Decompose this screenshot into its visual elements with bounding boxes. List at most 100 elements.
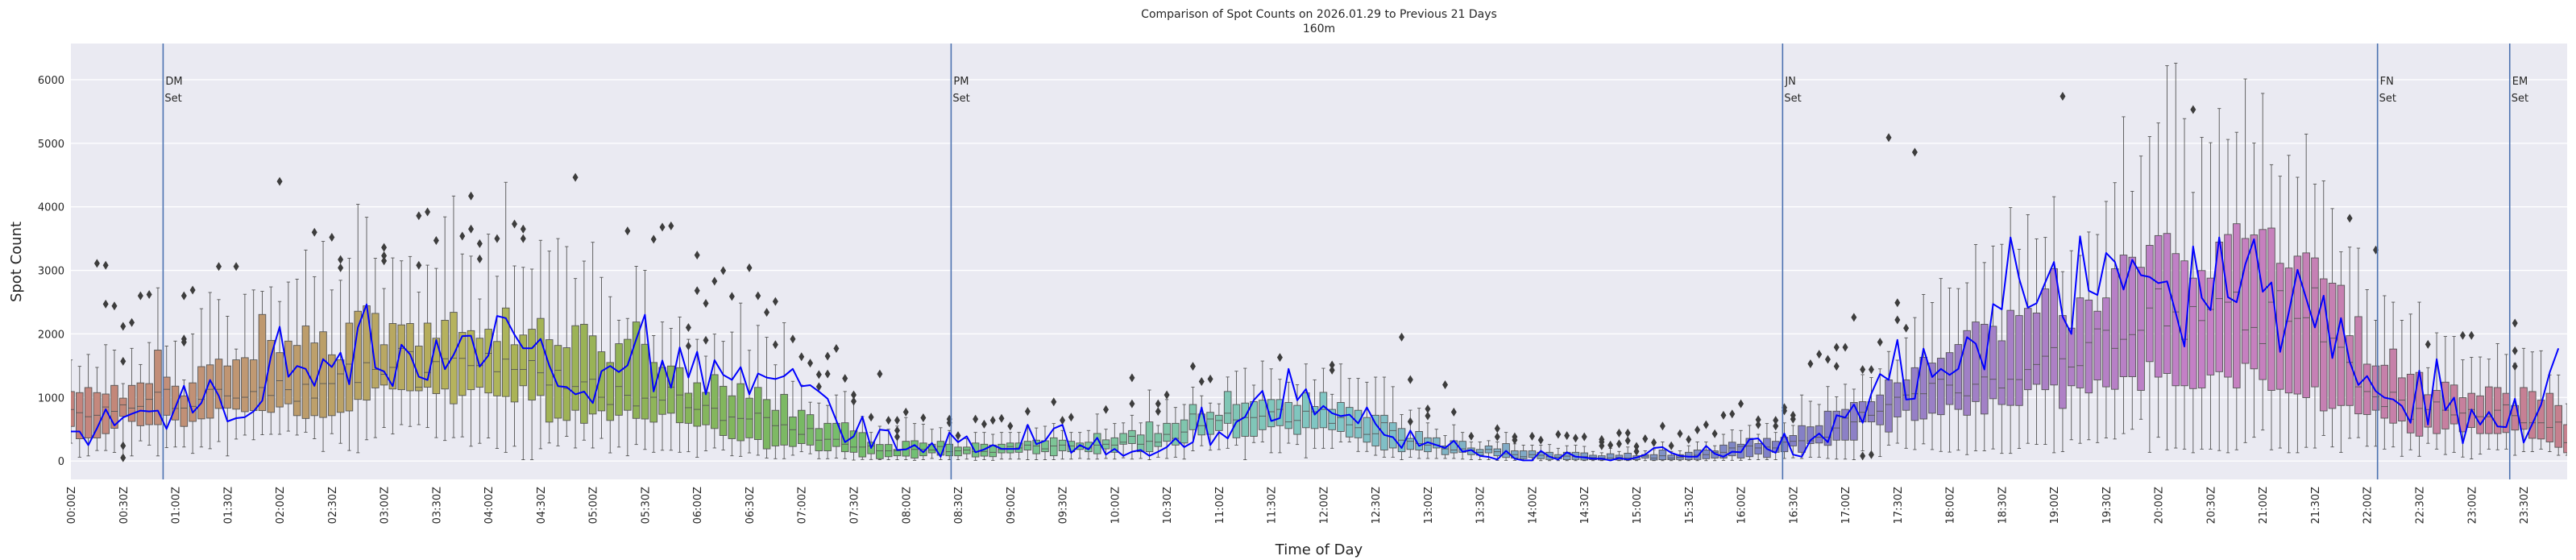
outlier-point — [102, 260, 109, 270]
box — [292, 278, 301, 436]
outlier-point — [1894, 298, 1901, 308]
x-tick-label: 08:00Z — [901, 487, 913, 524]
outlier-point — [1703, 420, 1709, 429]
iqr-box — [2172, 253, 2180, 387]
iqr-box — [354, 310, 362, 400]
x-tick-label: 14:30Z — [1579, 487, 1591, 524]
outlier-point — [668, 221, 674, 230]
outlier-point — [102, 299, 109, 309]
box — [1319, 367, 1328, 449]
outlier-point — [129, 317, 135, 327]
iqr-box — [1823, 410, 1832, 446]
outlier-point — [1494, 424, 1500, 433]
y-tick-label: 2000 — [38, 329, 64, 341]
iqr-box — [945, 443, 954, 457]
x-tick-label: 12:00Z — [1318, 487, 1330, 524]
box — [1136, 422, 1145, 459]
outlier-point — [146, 290, 152, 300]
iqr-box — [2267, 227, 2275, 391]
outlier-point — [329, 233, 335, 243]
outlier-point — [137, 291, 143, 301]
iqr-box — [397, 324, 405, 391]
box — [1154, 425, 1163, 458]
outlier-point — [807, 359, 814, 368]
box — [2302, 133, 2310, 448]
iqr-box — [649, 362, 657, 423]
iqr-box — [441, 319, 449, 390]
iqr-box — [1284, 402, 1292, 429]
iqr-box — [1972, 321, 1980, 402]
iqr-box — [971, 442, 980, 458]
outlier-point — [1155, 407, 1161, 417]
box — [2337, 251, 2346, 453]
outlier-point — [815, 382, 822, 392]
outlier-point — [1816, 350, 1823, 359]
box — [2102, 201, 2110, 438]
iqr-box — [1006, 442, 1014, 454]
iqr-box — [2137, 267, 2145, 391]
x-tick-label: 01:30Z — [222, 487, 234, 524]
iqr-box — [545, 339, 554, 423]
iqr-box — [328, 354, 336, 417]
iqr-box — [2380, 364, 2389, 419]
box — [1963, 282, 1971, 455]
event-line-fn: FN Set — [2376, 44, 2396, 479]
outlier-point — [2346, 214, 2353, 223]
outlier-point — [1164, 390, 1170, 400]
iqr-box — [1310, 406, 1319, 429]
x-tick-label: 17:30Z — [1893, 487, 1905, 524]
box — [1023, 425, 1032, 461]
iqr-box — [1667, 454, 1675, 461]
iqr-box — [214, 359, 223, 409]
iqr-box — [562, 347, 571, 421]
box — [2137, 156, 2145, 420]
box — [301, 249, 310, 433]
iqr-box — [1346, 407, 1354, 438]
outlier-point — [120, 453, 127, 463]
box — [1876, 368, 1885, 458]
x-tick-label: 19:00Z — [2049, 487, 2061, 524]
iqr-box — [501, 307, 510, 397]
outlier-point — [824, 351, 831, 361]
box — [1346, 378, 1354, 442]
box — [537, 239, 545, 450]
box — [719, 341, 728, 450]
outlier-point — [1060, 416, 1066, 425]
outlier-point — [920, 413, 927, 423]
outlier-point — [1807, 359, 1814, 368]
iqr-box — [1745, 438, 1754, 458]
outlier-point — [815, 370, 822, 380]
box — [1928, 301, 1936, 450]
event-label: JN — [1784, 76, 1796, 88]
iqr-box — [136, 382, 145, 426]
iqr-box — [2398, 377, 2406, 421]
outlier-point — [1903, 323, 1910, 333]
box — [2476, 356, 2484, 455]
outlier-point — [1851, 313, 1857, 322]
iqr-box — [954, 446, 962, 457]
box — [588, 242, 597, 449]
box — [806, 401, 815, 454]
outlier-point — [1659, 421, 1665, 431]
iqr-box — [484, 329, 492, 394]
outlier-point — [1885, 133, 1892, 143]
iqr-box — [963, 446, 971, 454]
box — [2545, 374, 2554, 452]
iqr-box — [2545, 392, 2554, 442]
box — [467, 255, 475, 447]
box — [71, 359, 75, 444]
iqr-box — [2241, 238, 2250, 364]
event-label: Set — [1784, 93, 1801, 105]
iqr-box — [1328, 409, 1336, 430]
x-tick-label: 02:00Z — [275, 487, 287, 524]
box — [2293, 176, 2302, 454]
box — [2050, 196, 2058, 454]
box — [2180, 118, 2188, 450]
iqr-box — [1807, 426, 1815, 444]
iqr-box — [2146, 245, 2154, 363]
x-tick-label: 05:00Z — [588, 487, 600, 524]
box — [519, 267, 528, 461]
iqr-box — [2180, 260, 2188, 387]
outlier-point — [189, 285, 196, 295]
